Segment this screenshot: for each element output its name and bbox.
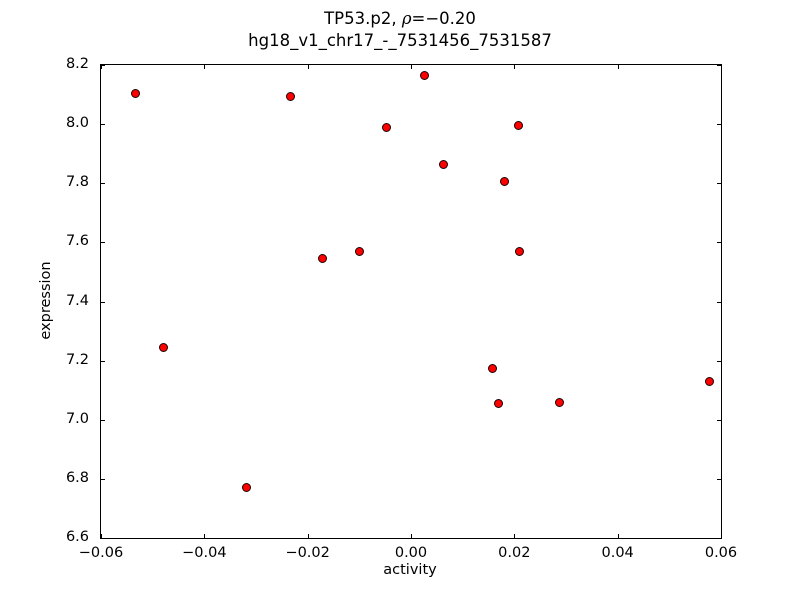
data-point bbox=[419, 70, 429, 80]
x-tick-mark bbox=[101, 65, 102, 69]
x-tick-mark bbox=[514, 534, 516, 538]
x-tick-mark bbox=[307, 65, 309, 69]
data-point bbox=[555, 397, 565, 407]
x-tick-mark bbox=[617, 534, 619, 538]
x-tick-label: 0.00 bbox=[394, 545, 428, 561]
data-point bbox=[159, 342, 169, 352]
data-point bbox=[513, 121, 523, 131]
x-tick-label: −0.02 bbox=[285, 545, 330, 561]
data-point bbox=[285, 91, 295, 101]
x-tick-mark bbox=[721, 65, 722, 69]
y-tick-label: 8.0 bbox=[65, 115, 89, 132]
chart-title-line-2: hg18_v1_chr17_-_7531456_7531587 bbox=[248, 31, 552, 50]
title-suffix: =−0.20 bbox=[411, 9, 476, 28]
y-tick-label: 8.2 bbox=[65, 56, 89, 72]
x-tick-mark bbox=[411, 534, 412, 538]
y-tick-mark bbox=[101, 538, 105, 539]
data-point bbox=[131, 88, 141, 98]
data-point bbox=[704, 376, 714, 386]
title-prefix: TP53.p2, bbox=[324, 9, 402, 28]
plot-frame: −0.06 −0.04 −0.02 0.00 0.02 0.04 0.06 6.6 6.8 7.… bbox=[66, 56, 737, 561]
y-tick-mark bbox=[717, 242, 721, 244]
data-point bbox=[381, 123, 391, 133]
y-tick-mark bbox=[717, 301, 721, 303]
y-tick-mark bbox=[717, 419, 721, 421]
y-tick-label: 7.0 bbox=[65, 410, 89, 427]
chart-title-line-1: TP53.p2, ρ=−0.20 bbox=[0, 8, 800, 30]
y-tick-label: 7.2 bbox=[65, 351, 89, 368]
x-axis-label: activity bbox=[383, 562, 437, 578]
y-tick-mark bbox=[101, 65, 105, 66]
y-tick-mark bbox=[101, 419, 105, 421]
y-tick-mark bbox=[101, 301, 105, 303]
x-tick-mark bbox=[204, 65, 206, 69]
y-axis-label: expression bbox=[38, 261, 54, 340]
y-tick-label: 7.8 bbox=[65, 174, 89, 191]
data-point bbox=[317, 254, 327, 264]
y-tick-mark bbox=[717, 124, 721, 126]
data-point bbox=[438, 160, 448, 170]
y-tick-label: 6.8 bbox=[65, 469, 89, 486]
y-tick-label: 6.6 bbox=[65, 529, 89, 545]
data-point bbox=[354, 247, 364, 257]
y-tick-mark bbox=[717, 183, 721, 185]
data-point bbox=[499, 176, 509, 186]
plot-area bbox=[101, 65, 721, 538]
y-tick-mark bbox=[101, 242, 105, 244]
x-tick-mark bbox=[617, 65, 619, 69]
y-tick-mark bbox=[101, 360, 105, 362]
data-point bbox=[515, 247, 524, 257]
y-tick-mark bbox=[717, 65, 721, 66]
chart-title: TP53.p2, ρ=−0.20 hg18_v1_chr17_-_7531456… bbox=[0, 8, 800, 52]
x-tick-label: −0.06 bbox=[78, 545, 124, 561]
x-tick-mark bbox=[721, 534, 722, 538]
y-tick-mark bbox=[717, 360, 721, 362]
x-tick-label: 0.02 bbox=[498, 545, 531, 561]
x-tick-mark bbox=[411, 65, 412, 69]
y-tick-label: 7.6 bbox=[65, 233, 89, 250]
data-point bbox=[493, 398, 503, 408]
data-point bbox=[487, 364, 497, 374]
x-tick-label: 0.06 bbox=[704, 545, 738, 561]
y-tick-mark bbox=[717, 478, 721, 480]
x-tick-mark bbox=[204, 534, 206, 538]
rho-symbol: ρ bbox=[401, 9, 412, 28]
x-tick-mark bbox=[101, 534, 102, 538]
x-tick-label: −0.04 bbox=[182, 545, 227, 561]
y-tick-label: 7.4 bbox=[65, 292, 89, 309]
y-tick-mark bbox=[101, 124, 105, 126]
y-tick-mark bbox=[717, 538, 721, 539]
x-tick-mark bbox=[514, 65, 516, 69]
data-point bbox=[241, 483, 251, 493]
y-tick-mark bbox=[101, 183, 105, 185]
y-tick-mark bbox=[101, 478, 105, 480]
x-tick-mark bbox=[307, 534, 309, 538]
x-tick-label: 0.04 bbox=[601, 545, 634, 561]
